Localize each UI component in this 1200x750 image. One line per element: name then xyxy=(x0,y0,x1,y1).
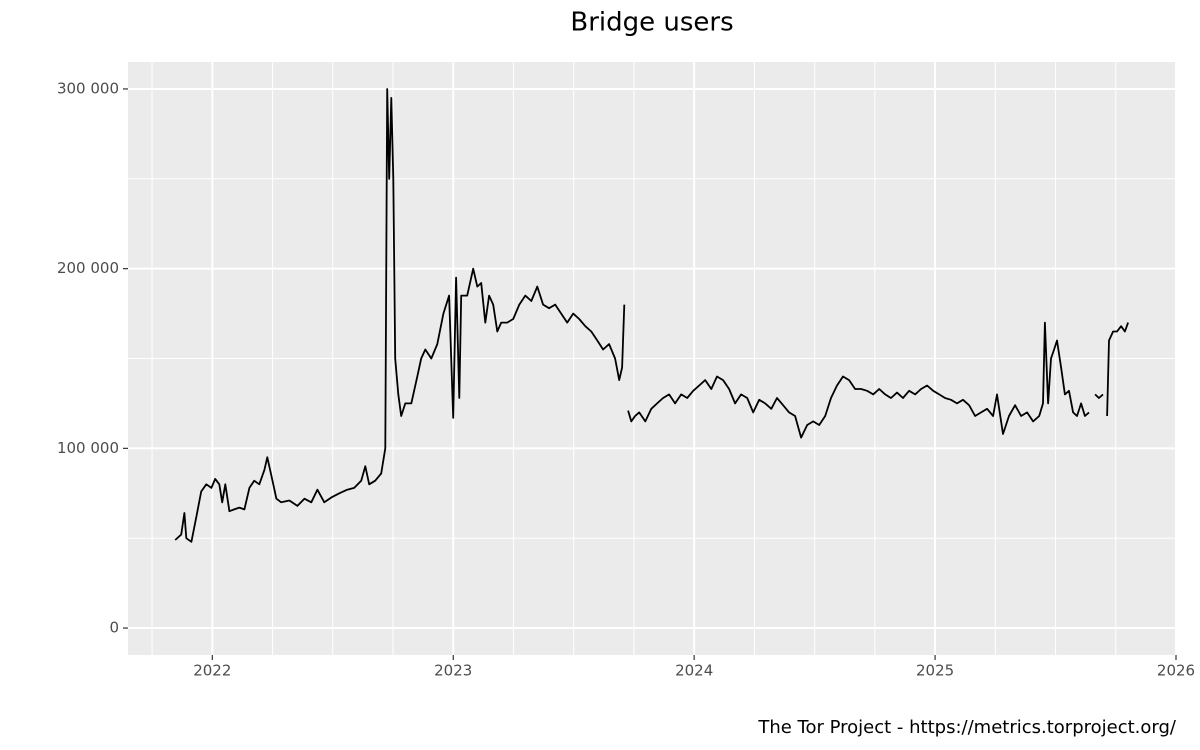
x-tick-label: 2023 xyxy=(434,662,472,680)
y-tick-label: 300 000 xyxy=(57,79,119,97)
x-tick-label: 2022 xyxy=(193,662,231,680)
y-tick-label: 200 000 xyxy=(57,259,119,277)
caption: The Tor Project - https://metrics.torpro… xyxy=(757,717,1177,738)
y-tick-label: 0 xyxy=(109,619,119,637)
data-line xyxy=(174,88,1129,543)
x-tick-label: 2026 xyxy=(1157,662,1195,680)
x-tick-label: 2025 xyxy=(916,662,954,680)
y-tick-label: 100 000 xyxy=(57,439,119,457)
chart-title: Bridge users xyxy=(570,8,733,38)
x-tick-label: 2024 xyxy=(675,662,713,680)
